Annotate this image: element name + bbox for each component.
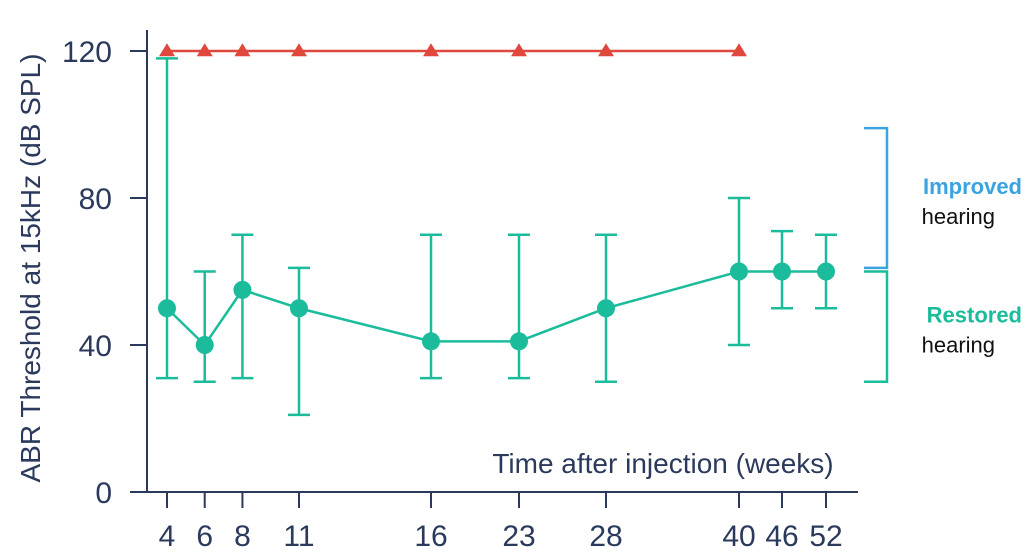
data-point-circle [158,299,176,318]
bracket [864,126,889,270]
y-ticks: 0 40 80 120 [62,36,147,510]
y-tick-label: 80 [79,183,112,216]
data-point-circle [773,262,791,281]
annotation-subtitle: hearing [922,333,995,358]
x-tick-label: 46 [765,520,798,553]
x-ticks: 4 6 8 11 16 23 28 40 46 52 [159,492,843,553]
series-triangle [159,43,747,57]
x-tick-label: 6 [196,520,213,553]
x-tick-label: 52 [809,520,842,553]
data-point-triangle [511,43,527,57]
data-point-circle [290,299,308,318]
x-axis-title: Time after injection (weeks) [492,448,833,479]
data-point-triangle [423,43,439,57]
data-point-circle [510,332,528,351]
annotation-restored: Restored hearing [864,270,1022,383]
x-tick-label: 40 [722,520,755,553]
data-point-triangle [234,43,251,57]
y-tick-label: 40 [79,330,112,363]
series-circle [156,57,837,417]
annotation-layer: Improved hearing Restored hearing [864,126,1022,383]
x-tick-label: 4 [159,520,176,553]
bracket [864,270,889,383]
x-tick-label: 16 [414,520,447,553]
annotation-subtitle: hearing [922,204,995,229]
data-point-circle [730,262,748,281]
annotation-title: Restored [927,303,1022,328]
data-point-triangle [159,43,175,57]
annotation-title: Improved [923,174,1022,199]
data-point-triangle [731,43,747,57]
series-line [166,270,826,347]
data-point-triangle [598,43,614,57]
y-axis-title: ABR Threshold at 15kHz (dB SPL) [15,53,46,482]
data-point-circle [233,280,252,299]
x-tick-label: 8 [234,520,251,553]
y-tick-label: 120 [62,36,112,69]
data-point-circle [422,332,440,351]
x-tick-label: 23 [502,520,535,553]
x-tick-label: 11 [283,520,314,553]
data-point-triangle [196,43,213,57]
data-point-circle [195,336,214,354]
axes [130,30,858,493]
x-tick-label: 28 [589,520,622,553]
annotation-improved: Improved hearing [864,126,1022,270]
data-point-circle [817,262,835,281]
series-layer [156,43,837,417]
data-point-circle [597,299,615,318]
data-point-triangle [291,43,307,57]
y-tick-label: 0 [95,477,112,510]
